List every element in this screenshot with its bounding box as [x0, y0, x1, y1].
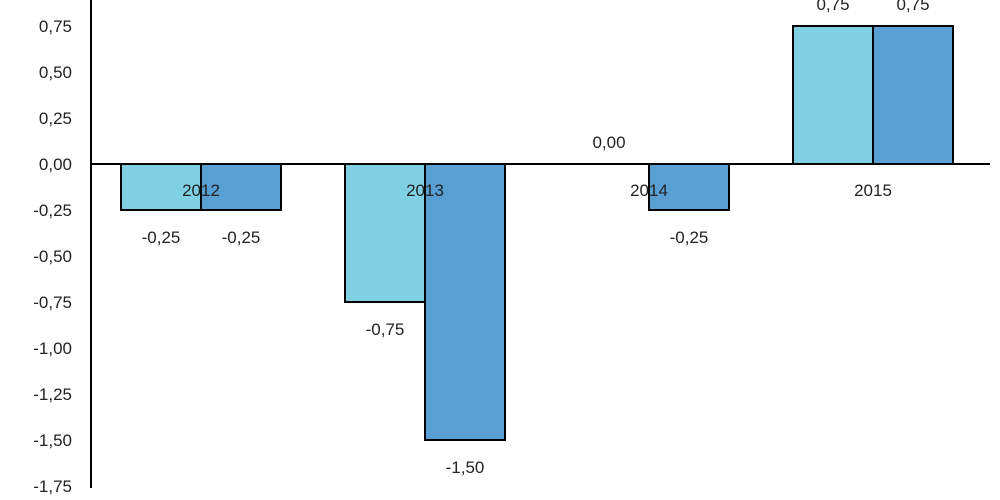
- bar-series-2-2012: [200, 163, 282, 211]
- bar-series-1-2015: [792, 25, 874, 165]
- y-tick-label: -1,25: [33, 385, 72, 404]
- bars: [120, 25, 954, 441]
- category-labels: 2012 2013 2014 2015: [182, 181, 892, 200]
- y-tick-label: -0,50: [33, 247, 72, 266]
- y-tick-label: -0,25: [33, 201, 72, 220]
- data-label: 0,75: [896, 0, 929, 14]
- category-label: 2015: [854, 181, 892, 200]
- data-label: -0,25: [222, 228, 261, 247]
- category-label: 2014: [630, 181, 668, 200]
- data-labels: -0,25 -0,75 0,00 0,75 -0,25 -1,50 -0,25 0,75: [142, 0, 930, 477]
- y-tick-label: -1,00: [33, 339, 72, 358]
- y-axis-ticks: 0,75 0,50 0,25 0,00 -0,25 -0,50 -0,75 -1,00 -1,2…: [33, 17, 72, 496]
- category-label: 2012: [182, 181, 220, 200]
- y-tick-label: 0,75: [39, 17, 72, 36]
- y-tick-label: 0,00: [39, 155, 72, 174]
- bar-series-1-2012: [120, 163, 202, 211]
- data-label: -0,25: [670, 228, 709, 247]
- y-tick-label: -1,75: [33, 477, 72, 496]
- bar-series-2-2015: [872, 25, 954, 165]
- data-label: -1,50: [446, 458, 485, 477]
- axes: [90, 0, 990, 488]
- y-tick-label: -0,75: [33, 293, 72, 312]
- data-label: 0,75: [816, 0, 849, 14]
- bar-series-1-2013: [344, 163, 426, 303]
- y-tick-label: -1,50: [33, 431, 72, 450]
- bar-series-2-2013: [424, 163, 506, 441]
- y-tick-label: 0,50: [39, 63, 72, 82]
- data-label: 0,00: [592, 133, 625, 152]
- y-tick-label: 0,25: [39, 109, 72, 128]
- data-label: -0,75: [366, 320, 405, 339]
- data-label: -0,25: [142, 228, 181, 247]
- category-label: 2013: [406, 181, 444, 200]
- bar-series-2-2014: [648, 163, 730, 211]
